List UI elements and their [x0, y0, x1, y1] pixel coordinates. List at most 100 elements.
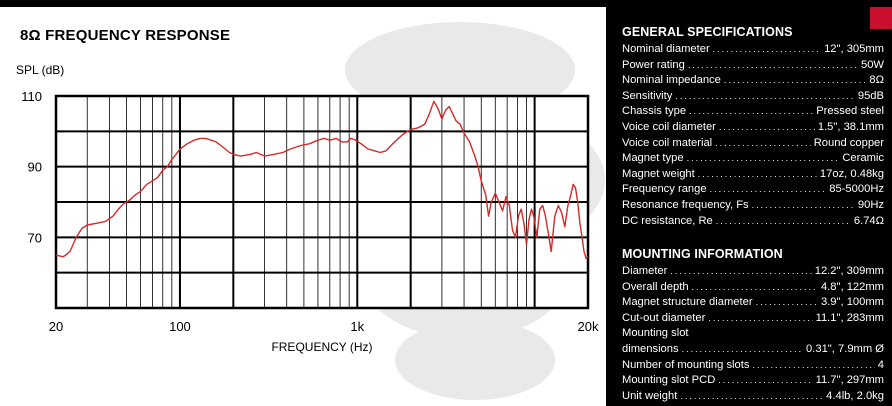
x-tick-label: 20: [49, 319, 63, 334]
spec-label: Chassis type: [622, 105, 687, 118]
spec-row: Voice coil diameter 1.5", 38.1mm: [622, 120, 884, 136]
spec-row: Overall depth 4.8", 122mm: [622, 280, 884, 296]
spec-row: Magnet type Ceramic: [622, 151, 884, 167]
x-axis-label: FREQUENCY (Hz): [271, 340, 372, 354]
spec-value: 4.8", 122mm: [820, 280, 884, 293]
spec-value: 0.31", 7.9mm Ø: [806, 342, 884, 355]
dot-leader: [675, 89, 854, 105]
spec-value: 90Hz: [857, 198, 884, 211]
spec-label: Power rating: [622, 58, 685, 71]
spec-row: Nominal impedance 8Ω: [622, 73, 884, 89]
spec-label: Magnet type: [622, 152, 684, 165]
spec-value: 4.4lb, 2.0kg: [826, 389, 884, 402]
spec-label: Resonance frequency, Fs: [622, 198, 749, 211]
y-axis-label: SPL (dB): [16, 63, 64, 77]
y-tick-label: 110: [21, 89, 42, 104]
spec-value: 12", 305mm: [824, 43, 884, 55]
dot-leader: [719, 120, 815, 136]
y-tick-label: 70: [28, 230, 42, 245]
spec-label: dimensions: [622, 342, 679, 355]
spec-value: 95dB: [857, 89, 884, 102]
spec-label: Sensitivity: [622, 89, 673, 102]
general-specs: GENERAL SPECIFICATIONS Nominal diameter 1…: [622, 25, 884, 229]
spec-value: 85-5000Hz: [829, 183, 884, 196]
dot-leader: [682, 342, 803, 358]
spec-row: Chassis type Pressed steel: [622, 104, 884, 120]
spec-value: 4: [877, 358, 884, 371]
spec-value: Ceramic: [842, 152, 884, 165]
spec-label: Mounting slot: [622, 327, 689, 340]
x-tick-label: 100: [169, 319, 191, 334]
mounting-info-list: Diameter 12.2", 309mm Overall depth 4.8", 1…: [622, 264, 884, 404]
spec-label: Unit weight: [622, 389, 678, 402]
response-curve: [55, 100, 589, 260]
spec-label: Magnet weight: [622, 167, 695, 180]
general-specs-title: GENERAL SPECIFICATIONS: [622, 25, 793, 39]
spec-value: 50W: [860, 58, 884, 71]
spec-value: 17oz, 0.48kg: [819, 167, 884, 180]
spec-label: Mounting slot PCD: [622, 374, 716, 387]
mounting-info-title: MOUNTING INFORMATION: [622, 247, 783, 261]
spec-row: Number of mounting slots 4: [622, 358, 884, 374]
top-stripe: [0, 0, 892, 7]
dot-leader: [708, 311, 812, 327]
spec-value: 1.5", 38.1mm: [817, 120, 884, 133]
spec-value: 12.2", 309mm: [814, 265, 884, 277]
spec-label: Cut-out diameter: [622, 311, 706, 324]
dot-leader: [724, 73, 867, 89]
spec-label: Nominal diameter: [622, 43, 710, 55]
dot-leader: [670, 264, 811, 280]
dot-leader: [710, 182, 827, 198]
spec-row: Cut-out diameter 11.1", 283mm: [622, 311, 884, 327]
spec-row: Voice coil material Round copper: [622, 136, 884, 152]
dot-leader: [698, 167, 817, 183]
spec-row: DC resistance, Re 6.74Ω: [622, 214, 884, 230]
y-ticks: 110 90 70: [21, 89, 42, 245]
x-tick-label: 20k: [578, 319, 599, 334]
dot-leader: [715, 136, 811, 152]
mounting-info: MOUNTING INFORMATION Diameter 12.2", 309m…: [622, 247, 884, 404]
spec-label: Nominal impedance: [622, 74, 721, 87]
spec-row: Mounting slot PCD 11.7", 297mm: [622, 373, 884, 389]
spec-row: Power rating 50W: [622, 58, 884, 74]
spec-value: 3.9", 100mm: [820, 296, 884, 309]
spec-label: Magnet structure diameter: [622, 296, 753, 309]
spec-label: DC resistance, Re: [622, 214, 713, 227]
dot-leader: [718, 373, 812, 389]
dot-leader: [687, 151, 840, 167]
spec-value: 11.7", 297mm: [815, 374, 884, 387]
spec-value: 8Ω: [869, 74, 884, 87]
dot-leader: [688, 58, 858, 74]
series-group: [55, 100, 589, 260]
dot-leader: [752, 358, 874, 374]
chart-title: 8Ω FREQUENCY RESPONSE: [20, 27, 231, 44]
spec-label: Overall depth: [622, 280, 689, 293]
spec-label: Voice coil diameter: [622, 120, 716, 133]
x-tick-label: 1k: [350, 319, 364, 334]
spec-label: Number of mounting slots: [622, 358, 750, 371]
dot-leader: [689, 104, 813, 120]
spec-row: Frequency range 85-5000Hz: [622, 182, 884, 198]
spec-row: Magnet weight 17oz, 0.48kg: [622, 167, 884, 183]
spec-row: Magnet structure diameter 3.9", 100mm: [622, 295, 884, 311]
plot-frame: [54, 94, 590, 310]
y-tick-label: 90: [28, 160, 42, 175]
spec-value: 11.1", 283mm: [815, 311, 884, 324]
spec-row: Resonance frequency, Fs 90Hz: [622, 198, 884, 214]
spec-row: Diameter 12.2", 309mm: [622, 264, 884, 280]
dot-leader: [716, 214, 851, 230]
spec-panel: GENERAL SPECIFICATIONS Nominal diameter 1…: [606, 7, 892, 406]
dot-leader: [692, 280, 818, 296]
spec-row: Mounting slot: [622, 326, 884, 342]
x-ticks: 20 100 1k 20k: [49, 319, 599, 334]
chart-panel: 8Ω FREQUENCY RESPONSE: [0, 7, 606, 406]
dot-leader: [756, 295, 818, 311]
spec-value: 6.74Ω: [853, 214, 884, 227]
spec-label: Diameter: [622, 265, 668, 277]
spec-row: Nominal diameter 12", 305mm: [622, 42, 884, 58]
spec-label: Voice coil material: [622, 136, 713, 149]
spec-row: Sensitivity 95dB: [622, 89, 884, 105]
spec-label: Frequency range: [622, 183, 707, 196]
dot-leader: [680, 389, 823, 405]
spec-row: dimensions 0.31", 7.9mm Ø: [622, 342, 884, 358]
